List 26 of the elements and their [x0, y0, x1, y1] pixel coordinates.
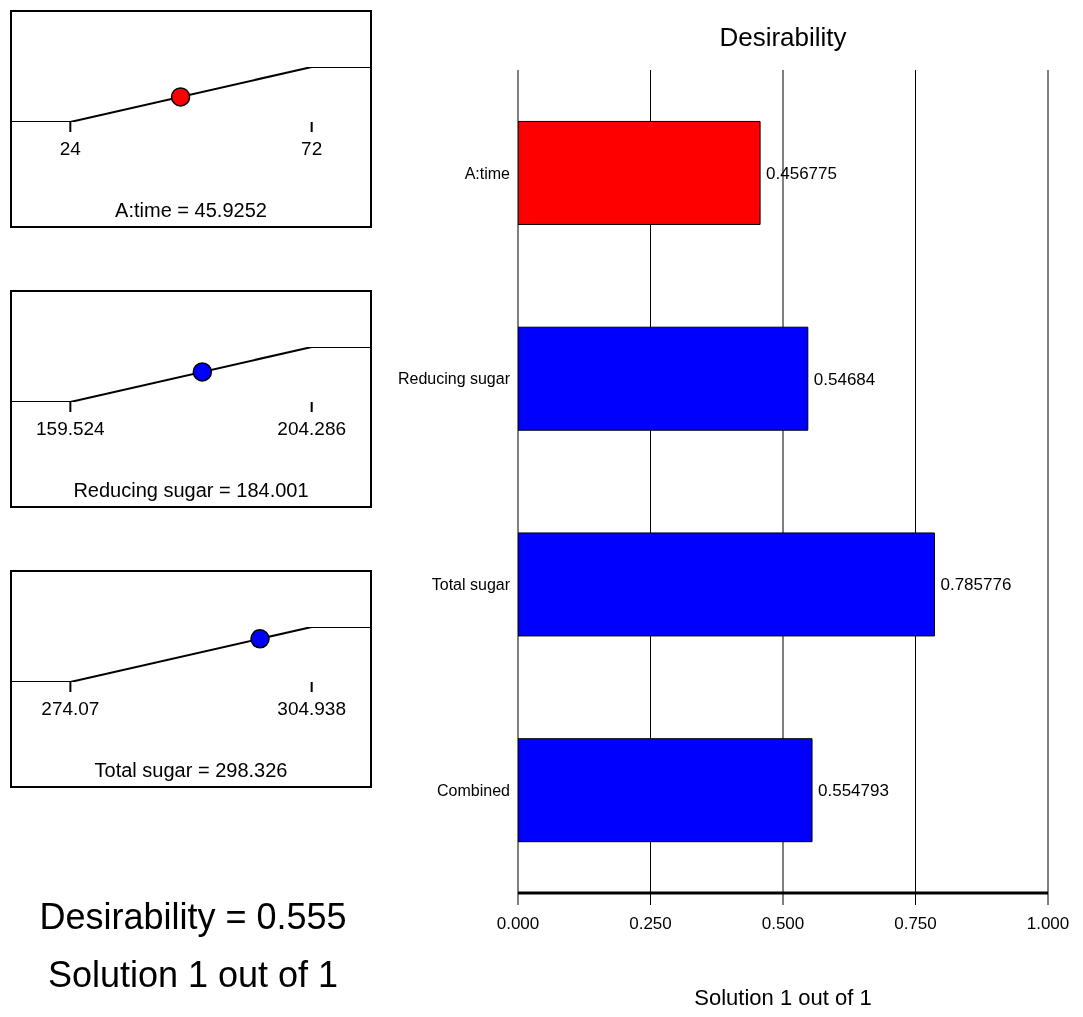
- x-tick-label: 304.938: [277, 698, 347, 720]
- x-tick-label: 159.524: [36, 418, 106, 440]
- x-axis-title: Solution 1 out of 1: [694, 985, 872, 1010]
- x-tick-label: 0.750: [894, 914, 937, 934]
- y-tick-label: Total sugar: [431, 576, 511, 594]
- x-tick-label: 0.000: [496, 914, 540, 934]
- data-label: 0.554793: [818, 781, 889, 801]
- x-tick-label: 274.07: [41, 698, 100, 720]
- x-axis-title: A:time = 45.9252: [114, 199, 268, 222]
- y-tick-label: Combined: [437, 781, 510, 799]
- x-tick-label: 0.500: [761, 914, 805, 934]
- x-axis-title: Reducing sugar = 184.001: [72, 479, 310, 502]
- chart-title: Desirability: [718, 22, 848, 53]
- x-tick-label: 204.286: [277, 418, 347, 440]
- data-label: 0.785776: [940, 575, 1012, 595]
- x-tick-label: 1.000: [1026, 914, 1070, 934]
- x-tick-label: 24: [59, 138, 82, 160]
- y-tick-label: A:time: [464, 164, 511, 182]
- y-tick-label: Reducing sugar: [397, 370, 511, 388]
- text: Solution 1 out of 1: [46, 953, 340, 997]
- data-label: 0.456775: [766, 163, 837, 183]
- x-axis-title: Total sugar = 298.326: [93, 759, 289, 782]
- x-tick-label: 0.250: [629, 914, 672, 934]
- x-tick-label: 72: [301, 138, 323, 160]
- text: Desirability = 0.555: [38, 895, 348, 939]
- data-label: 0.54684: [813, 369, 876, 389]
